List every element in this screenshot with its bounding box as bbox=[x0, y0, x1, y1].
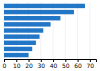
x-tick-label: 20 bbox=[25, 62, 33, 69]
bar bbox=[4, 10, 74, 14]
x-tick: 30 bbox=[37, 59, 45, 69]
bars bbox=[4, 4, 85, 58]
bar bbox=[4, 47, 32, 51]
bar bbox=[4, 34, 40, 38]
grid bbox=[4, 2, 90, 59]
grid-line bbox=[77, 2, 78, 59]
x-tick-label: 40 bbox=[50, 62, 58, 69]
x-tick-label: 70 bbox=[87, 62, 95, 69]
x-tick-label: 50 bbox=[62, 62, 70, 69]
bar bbox=[4, 4, 85, 8]
x-tick: 20 bbox=[25, 59, 33, 69]
x-tick-label: 0 bbox=[3, 62, 7, 69]
x-tick-label: 10 bbox=[13, 62, 21, 69]
x-tick-label: 60 bbox=[74, 62, 82, 69]
x-tick: 40 bbox=[50, 59, 58, 69]
x-tick: 50 bbox=[62, 59, 70, 69]
plot: 0 10 20 30 40 50 60 70 bbox=[3, 2, 97, 69]
x-tick: 10 bbox=[13, 59, 21, 69]
bar bbox=[4, 41, 36, 45]
x-tick: 60 bbox=[74, 59, 82, 69]
x-tick: 70 bbox=[87, 59, 95, 69]
bar bbox=[4, 22, 51, 26]
bar bbox=[4, 53, 29, 57]
bar bbox=[4, 28, 43, 32]
x-tick: 0 bbox=[3, 59, 7, 69]
x-tick-label: 30 bbox=[37, 62, 45, 69]
bar bbox=[4, 16, 60, 20]
grid-line bbox=[89, 2, 90, 59]
x-axis: 0 10 20 30 40 50 60 70 bbox=[3, 59, 97, 69]
chart: 0 10 20 30 40 50 60 70 bbox=[0, 0, 100, 71]
